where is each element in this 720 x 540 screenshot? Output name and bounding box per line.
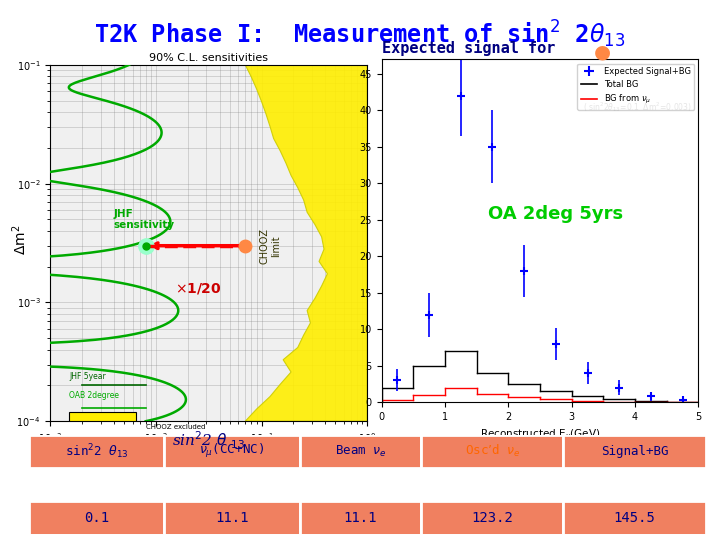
Bar: [564, 501, 706, 535]
OAB 2degree: [141, 404, 150, 411]
Text: JHF
sensitivity: JHF sensitivity: [114, 208, 175, 230]
JHF 5year: [78, 382, 86, 389]
Polygon shape: [246, 65, 367, 421]
Bar: [69, 412, 136, 433]
Text: OAB 2degree: OAB 2degree: [69, 392, 119, 400]
Bar: [564, 435, 706, 468]
Text: Expected signal for: Expected signal for: [382, 40, 555, 57]
Text: $\Delta$m$^2$: $\Delta$m$^2$: [11, 225, 30, 255]
Bar: [29, 501, 164, 535]
Text: ( sin$^2$2$\theta_{13}$=0.1  $\Delta$m$^2$=0.003): ( sin$^2$2$\theta_{13}$=0.1 $\Delta$m$^2…: [583, 100, 692, 114]
X-axis label: sin$^2$2$\theta_{13}$: sin$^2$2$\theta_{13}$: [186, 450, 232, 469]
Text: CHOOZ excluded: CHOOZ excluded: [145, 424, 205, 430]
Text: T2K Phase I:  Measurement of sin$^2$ 2$\theta_{13}$: T2K Phase I: Measurement of sin$^2$ 2$\t…: [94, 19, 626, 50]
Bar: [564, 535, 706, 540]
Text: JHF 5year: JHF 5year: [69, 372, 106, 381]
Bar: [300, 535, 421, 540]
Text: Beam $\nu_e$: Beam $\nu_e$: [335, 444, 386, 459]
Text: sin$^2$2 $\theta$ $_{13}$: sin$^2$2 $\theta$ $_{13}$: [172, 429, 246, 451]
Bar: [300, 501, 421, 535]
Bar: [421, 435, 564, 468]
Bar: [29, 535, 164, 540]
Text: 11.1: 11.1: [215, 511, 248, 525]
JHF 5year: [141, 382, 150, 389]
Text: Osc’d $\nu_e$: Osc’d $\nu_e$: [464, 443, 520, 460]
X-axis label: Reconstructed E$_\nu$(GeV): Reconstructed E$_\nu$(GeV): [480, 428, 600, 441]
Text: 0.1: 0.1: [84, 511, 109, 525]
Text: CHOOZ
limit: CHOOZ limit: [259, 228, 281, 264]
Bar: [300, 435, 421, 468]
Title: 90% C.L. sensitivities: 90% C.L. sensitivities: [149, 52, 269, 63]
Text: 123.2: 123.2: [472, 511, 513, 525]
Bar: [164, 535, 300, 540]
Text: sin$^2$2 $\theta_{13}$: sin$^2$2 $\theta_{13}$: [65, 442, 128, 461]
Text: $\times$1/20: $\times$1/20: [175, 281, 221, 296]
Text: ●: ●: [594, 43, 611, 62]
Bar: [421, 535, 564, 540]
Bar: [421, 501, 564, 535]
Text: $\nu_{\mu}$(CC+NC): $\nu_{\mu}$(CC+NC): [199, 442, 264, 460]
Bar: [164, 501, 300, 535]
Bar: [164, 435, 300, 468]
Bar: [29, 435, 164, 468]
Text: 145.5: 145.5: [613, 511, 655, 525]
Text: 11.1: 11.1: [343, 511, 377, 525]
OAB 2degree: [78, 404, 86, 411]
Text: OA 2deg 5yrs: OA 2deg 5yrs: [488, 205, 624, 222]
Text: Signal+BG: Signal+BG: [600, 445, 668, 458]
Legend: Expected Signal+BG, Total BG, BG from $\nu_\mu$: Expected Signal+BG, Total BG, BG from $\…: [577, 64, 694, 110]
